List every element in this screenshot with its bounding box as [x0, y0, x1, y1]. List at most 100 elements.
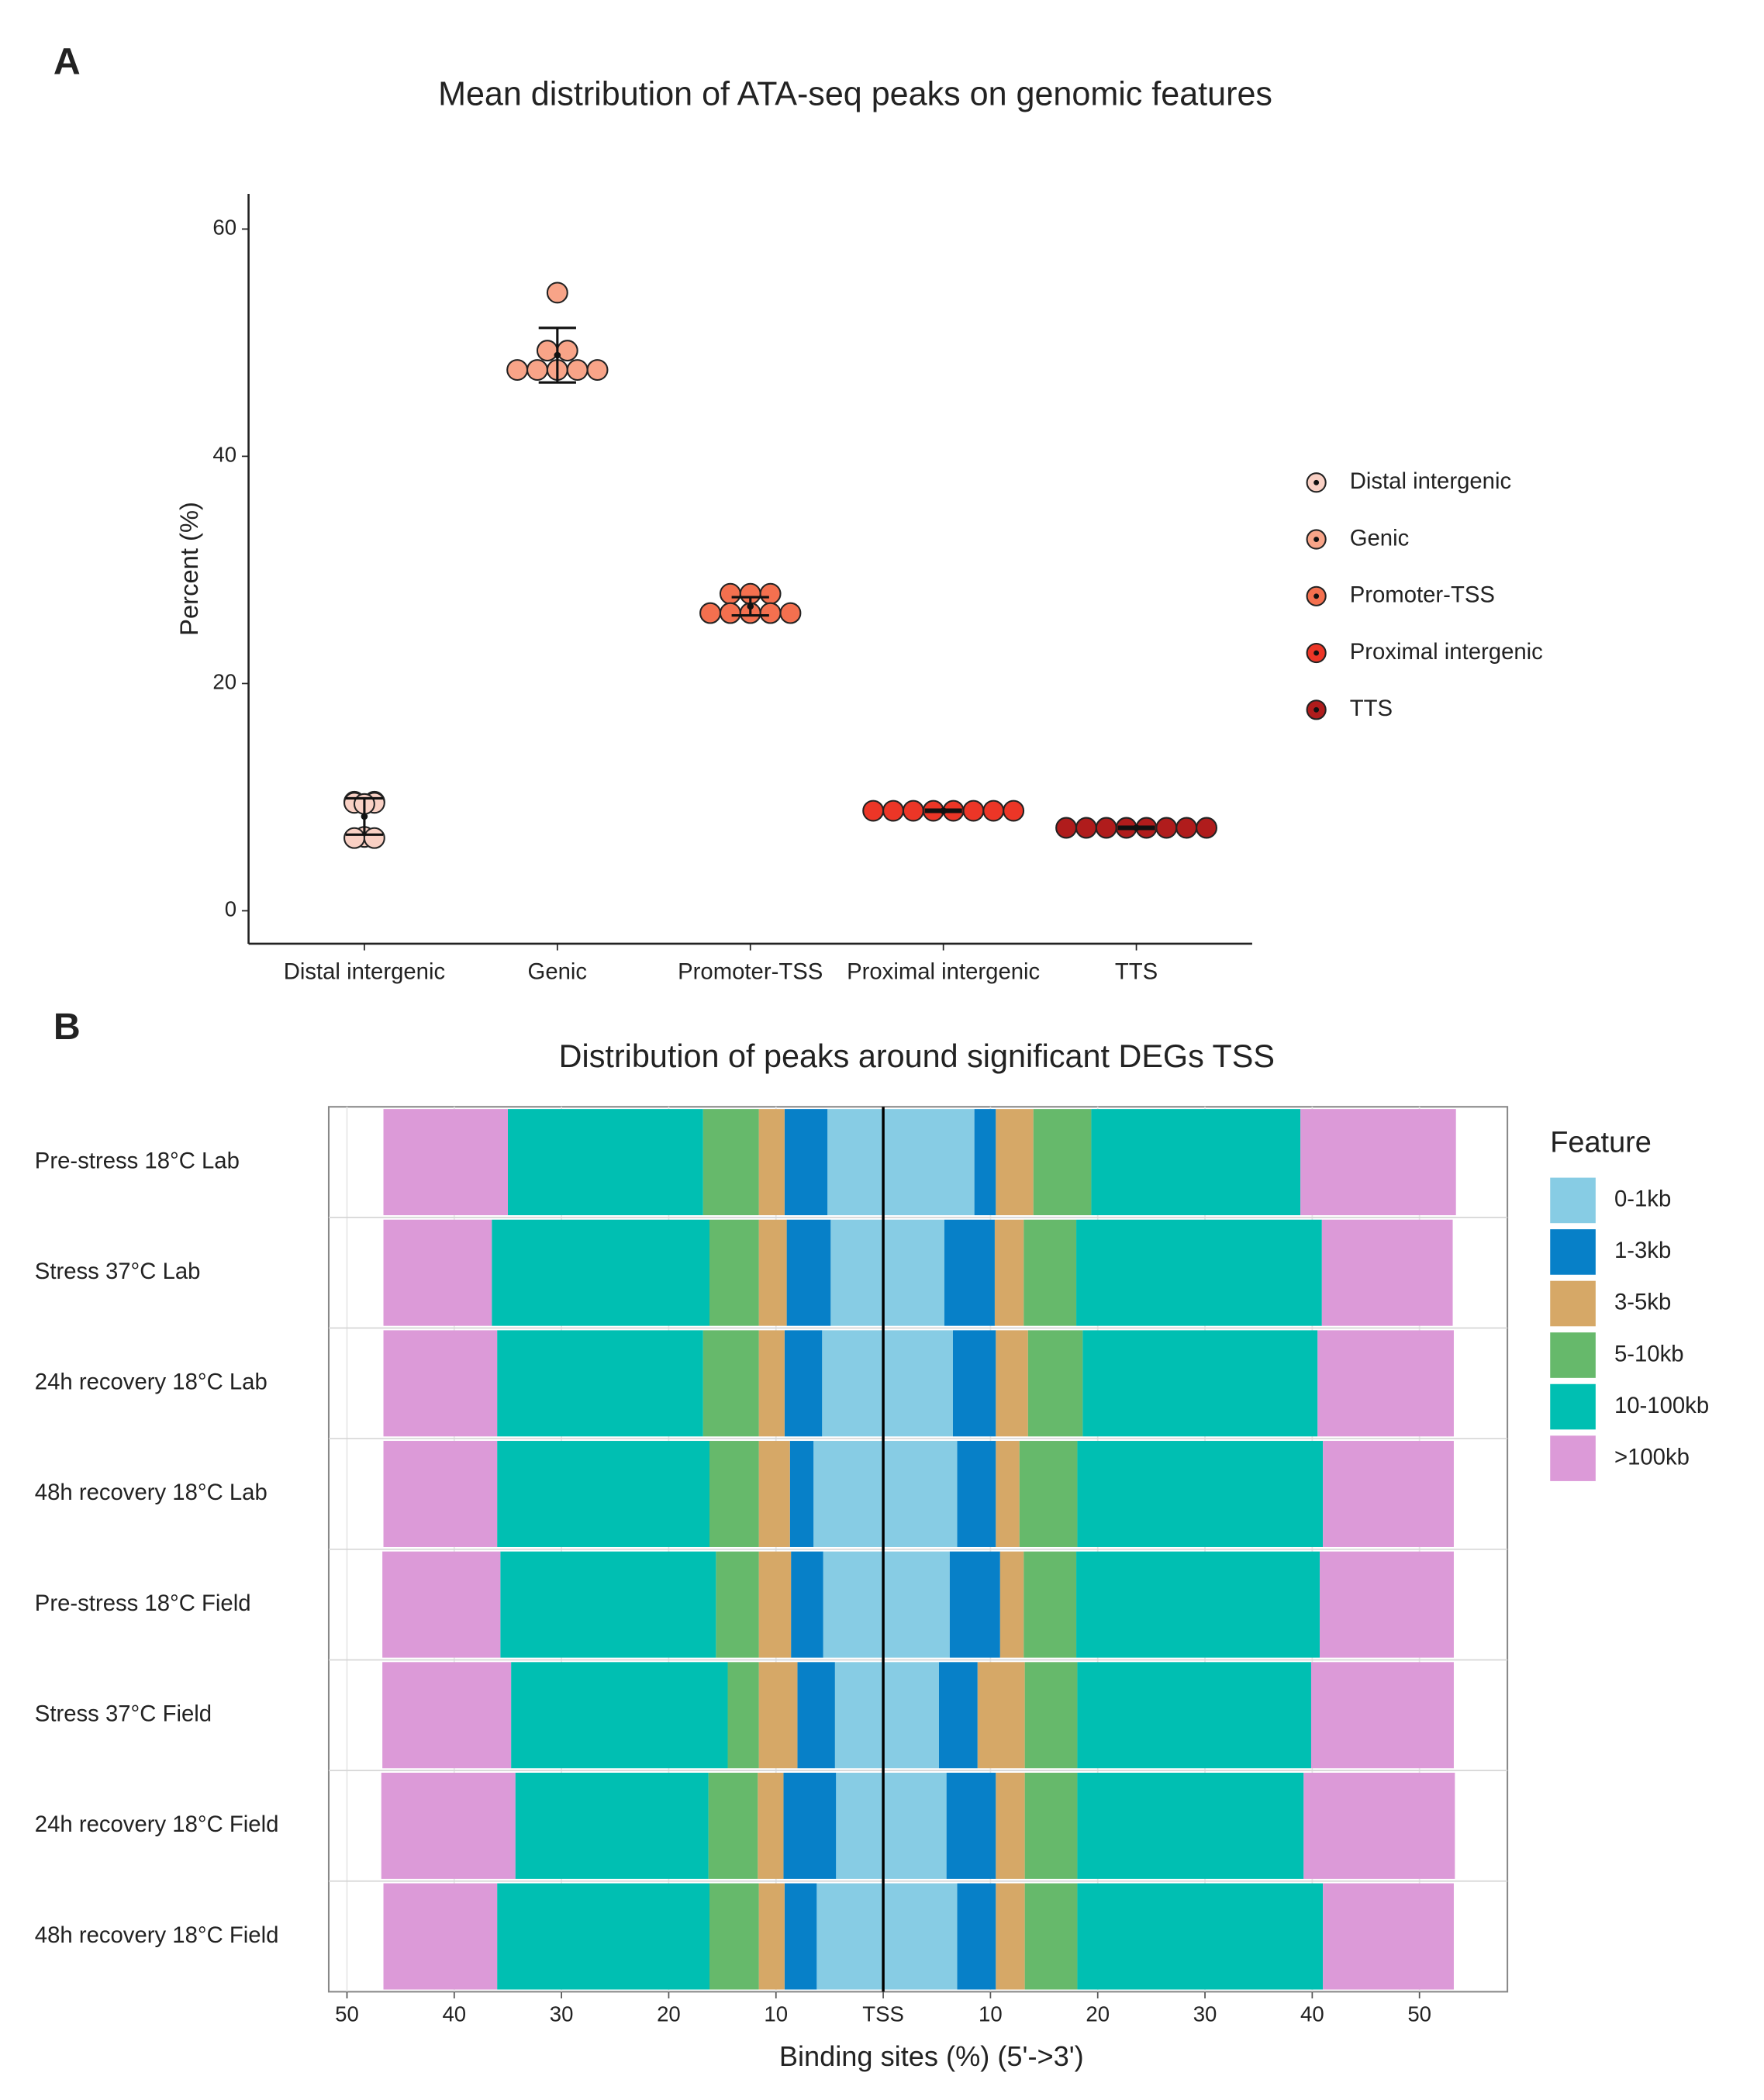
x-tick-label: 10: [979, 2002, 1003, 2026]
mean-point: [940, 807, 947, 814]
data-point: [759, 582, 782, 605]
bar-segment: [1024, 1219, 1077, 1326]
data-point: [546, 281, 568, 304]
legend-swatch: [1550, 1280, 1596, 1327]
bar-segment: [783, 1772, 837, 1879]
legend-swatch: [1550, 1332, 1596, 1378]
x-tick-label: 10: [764, 2002, 788, 2026]
bar-segment: [822, 1330, 884, 1437]
x-tick-label: TTS: [1115, 959, 1158, 985]
bar-segment: [383, 1109, 508, 1216]
bar-segment: [830, 1219, 884, 1326]
data-point: [343, 827, 365, 849]
x-tick-label: Promoter-TSS: [678, 959, 823, 985]
legend-marker-dot: [1314, 537, 1320, 542]
bar-segment: [1024, 1772, 1078, 1879]
bar-segment: [946, 1772, 996, 1879]
bar-segment: [957, 1883, 996, 1990]
bar-segment: [996, 1772, 1025, 1879]
bar-segment: [939, 1662, 978, 1769]
data-point: [862, 800, 885, 822]
data-point: [759, 602, 782, 624]
x-tick-label: TSS: [862, 2002, 904, 2026]
bar-segment: [784, 1883, 817, 1990]
bar-segment: [791, 1551, 823, 1658]
bar-segment: [383, 1441, 498, 1547]
bar-segment: [497, 1883, 710, 1990]
bar-segment: [1310, 1662, 1454, 1769]
bar-segment: [883, 1441, 958, 1547]
bar-segment: [827, 1109, 884, 1216]
bar-segment: [977, 1662, 1025, 1769]
mean-point: [1133, 824, 1140, 831]
bar-segment: [797, 1662, 835, 1769]
bar-segment: [1024, 1662, 1078, 1769]
x-tick-label: Proximal intergenic: [847, 959, 1040, 985]
y-tick-label: 20: [212, 670, 236, 694]
bar-segment: [883, 1109, 975, 1216]
bar-segment: [383, 1883, 498, 1990]
data-point: [982, 800, 1005, 822]
bar-segment: [758, 1662, 798, 1769]
y-tick-label: 40: [212, 443, 236, 467]
legend-marker-dot: [1314, 479, 1320, 485]
data-point: [1175, 817, 1198, 839]
bar-segment: [515, 1772, 709, 1879]
bar-segment: [382, 1662, 512, 1769]
x-tick-label: 20: [657, 2002, 681, 2026]
bar-segment: [816, 1883, 884, 1990]
legend-swatch: [1550, 1177, 1596, 1224]
bar-segment: [944, 1219, 995, 1326]
bar-segment: [784, 1109, 828, 1216]
bar-segment: [823, 1551, 884, 1658]
bar-segment: [1323, 1883, 1454, 1990]
y-axis-title: Percent (%): [174, 502, 203, 636]
x-tick-label: Distal intergenic: [284, 959, 445, 985]
legend-label: 3-5kb: [1614, 1290, 1671, 1315]
row-label: 48h recovery 18°C Field: [35, 1922, 279, 1948]
bar-segment: [709, 1441, 759, 1547]
bar-segment: [709, 1883, 759, 1990]
bar-segment: [1321, 1219, 1453, 1326]
bar-segment: [1027, 1330, 1083, 1437]
legend-label: Distal intergenic: [1350, 468, 1511, 494]
mean-point: [361, 813, 368, 820]
row-label: Stress 37°C Lab: [35, 1259, 201, 1284]
bar-segment: [1033, 1109, 1092, 1216]
legend-label: 1-3kb: [1614, 1238, 1671, 1263]
bar-segment: [1077, 1883, 1324, 1990]
x-tick-label: 50: [1407, 2002, 1431, 2026]
bar-segment: [786, 1219, 831, 1326]
bar-segment: [1024, 1883, 1078, 1990]
bar-segment: [834, 1662, 884, 1769]
bar-segment: [1077, 1441, 1324, 1547]
legend-swatch: [1550, 1383, 1596, 1430]
bar-segment: [1091, 1109, 1301, 1216]
panel-label: A: [54, 40, 81, 82]
bar-segment: [758, 1883, 785, 1990]
data-point: [363, 827, 385, 849]
bar-segment: [883, 1772, 947, 1879]
bar-segment: [949, 1551, 1000, 1658]
mean-point: [747, 603, 754, 610]
data-point: [1055, 817, 1078, 839]
bar-segment: [957, 1441, 996, 1547]
bar-segment: [883, 1883, 958, 1990]
bar-segment: [952, 1330, 996, 1437]
bar-segment: [996, 1441, 1020, 1547]
data-point: [779, 602, 802, 624]
bar-segment: [996, 1330, 1028, 1437]
bar-segment: [709, 1219, 759, 1326]
data-point: [1196, 817, 1218, 839]
legend-label: Promoter-TSS: [1350, 582, 1495, 608]
data-point: [902, 800, 924, 822]
x-tick-label: 30: [1193, 2002, 1217, 2026]
x-tick-label: 20: [1086, 2002, 1110, 2026]
bar-segment: [708, 1772, 758, 1879]
bar-segment: [789, 1441, 814, 1547]
bar-segment: [1320, 1551, 1454, 1658]
bar-segment: [381, 1772, 516, 1879]
bar-segment: [507, 1109, 703, 1216]
bar-segment: [382, 1551, 501, 1658]
